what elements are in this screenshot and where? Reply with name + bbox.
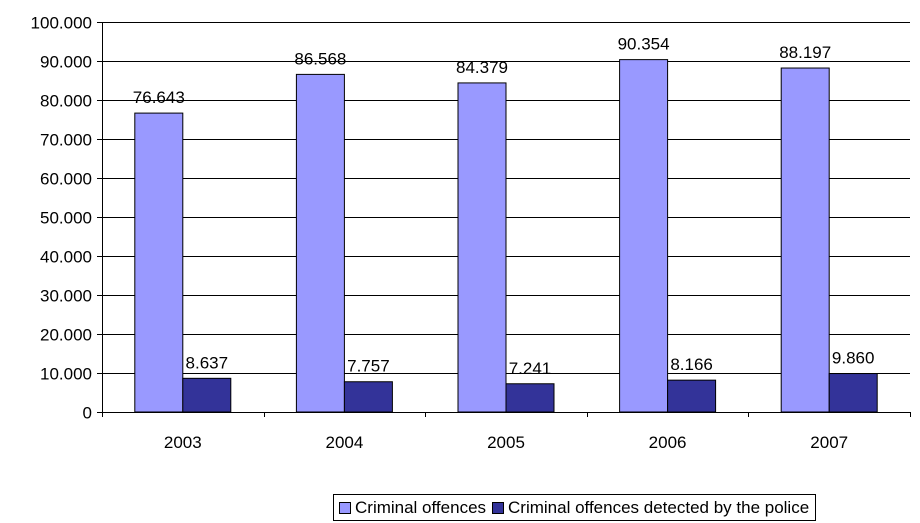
- legend-item-criminal-offences: Criminal offences: [339, 498, 486, 518]
- legend: Criminal offences Criminal offences dete…: [333, 494, 817, 521]
- data-label: 90.354: [618, 35, 670, 54]
- legend-label-criminal-offences: Criminal offences: [355, 497, 487, 517]
- bar-criminal-offences: [295, 73, 345, 413]
- x-tick-label: 2003: [164, 433, 202, 452]
- y-tick-label: 90.000: [40, 53, 92, 72]
- legend-label-detected-by-police: Criminal offences detected by the police: [508, 497, 810, 517]
- data-label: 9.860: [832, 349, 875, 368]
- data-label: 88.197: [779, 43, 831, 62]
- y-tick-label: 60.000: [40, 170, 92, 189]
- bar-detected-by-police: [343, 381, 393, 413]
- y-tick-label: 10.000: [40, 365, 92, 384]
- y-tick-label: 80.000: [40, 92, 92, 111]
- bar-criminal-offences: [619, 59, 669, 413]
- bar-detected-by-police: [667, 379, 717, 413]
- x-tick-label: 2006: [649, 433, 687, 452]
- legend-item-detected-by-police: Criminal offences detected by the police: [492, 498, 809, 518]
- y-tick-label: 40.000: [40, 248, 92, 267]
- y-tick-label: 30.000: [40, 287, 92, 306]
- bar-criminal-offences: [780, 67, 830, 413]
- data-label: 7.241: [509, 359, 552, 378]
- y-tick-label: 50.000: [40, 209, 92, 228]
- bar-detected-by-police: [828, 373, 878, 413]
- bar-chart: 0 10.000 20.000 30.000 40.000 50.000 60.000 70.…: [31, 14, 911, 452]
- data-label: 8.166: [670, 355, 713, 374]
- bar-detected-by-police: [505, 383, 555, 413]
- x-tick-label: 2005: [487, 433, 525, 452]
- bar-detected-by-police: [182, 377, 232, 413]
- bar-criminal-offences: [457, 82, 507, 413]
- data-label: 7.757: [347, 357, 390, 376]
- y-tick-label: 100.000: [31, 14, 92, 33]
- data-label: 84.379: [456, 58, 508, 77]
- data-label: 86.568: [294, 49, 346, 68]
- data-label: 8.637: [186, 353, 229, 372]
- legend-swatch-detected-by-police: [492, 501, 505, 514]
- legend-swatch-criminal-offences: [339, 501, 351, 514]
- y-tick-label: 20.000: [40, 326, 92, 345]
- y-tick-label: 70.000: [40, 131, 92, 150]
- x-tick-label: 2007: [810, 433, 848, 452]
- bar-criminal-offences: [134, 112, 184, 413]
- y-tick-label: 0: [83, 404, 92, 423]
- data-label: 76.643: [133, 88, 185, 107]
- x-tick-label: 2004: [325, 433, 363, 452]
